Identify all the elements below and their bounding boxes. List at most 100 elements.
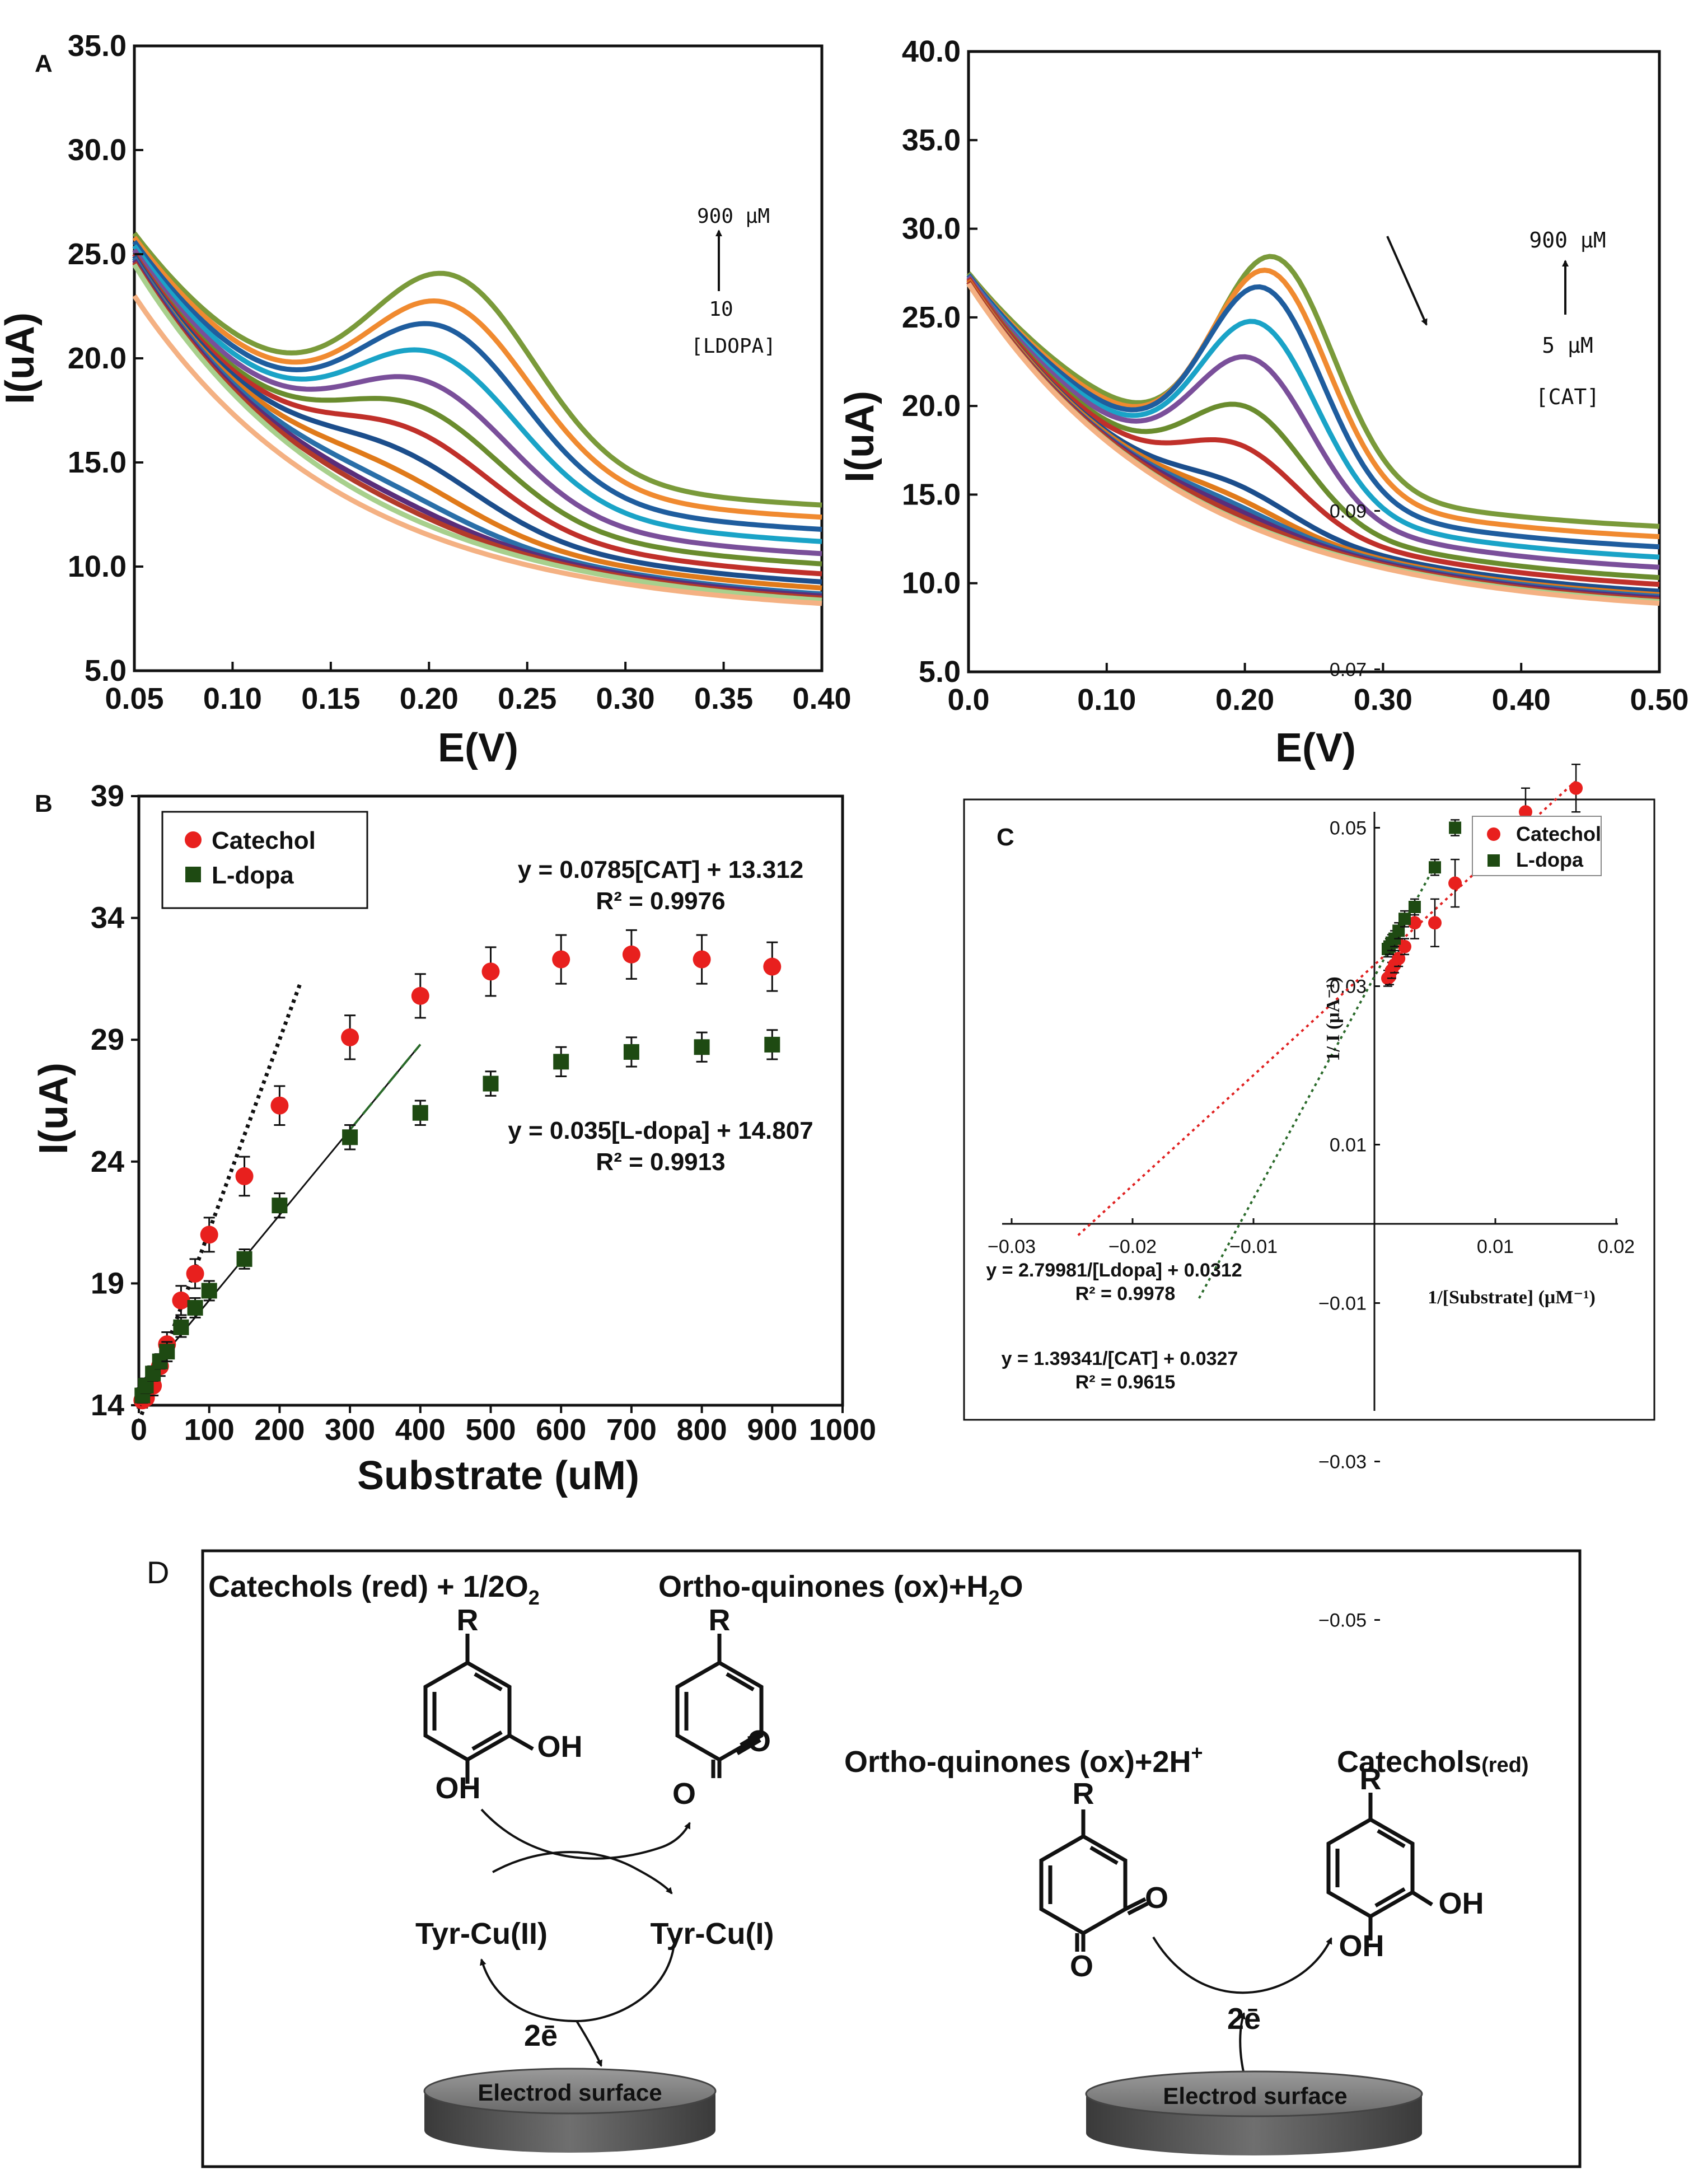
legend-marker-ldopa: [185, 867, 201, 882]
point-catechol: [552, 950, 570, 969]
y-tick-label: 5.0: [85, 654, 127, 688]
label-2e-right: 2ē: [1227, 2002, 1261, 2036]
voltammogram-curve-2-4: [966, 275, 1660, 560]
voltammogram-curve-1-5: [132, 248, 822, 556]
x-tick-label: 0.40: [792, 682, 851, 715]
point-ldopa: [412, 1105, 428, 1121]
voltammogram-curve-1-13: [132, 263, 822, 603]
point-catechol: [172, 1291, 190, 1310]
ticks-c: −0.03 −0.02 −0.01 0.01 0.02 0.09 0.07 0.05 0.03 0…: [988, 501, 1635, 1631]
concentration-arrow-cat: 900 μM 5 μM [CAT]: [1529, 228, 1606, 409]
x-tick-label: 0.15: [301, 682, 360, 715]
chart-a-catechol-voltammogram: 5.010.015.020.025.030.035.040.0 0.0 0.10 0…: [838, 35, 1689, 770]
r2-cat-c: R² = 0.9615: [1075, 1372, 1176, 1393]
point-catechol-c: [1398, 939, 1411, 953]
point-ldopa: [173, 1319, 189, 1335]
voltammogram-curve-1-1: [132, 231, 822, 508]
legend-marker-catechol-c: [1487, 827, 1500, 841]
x-axis-label-a-left: E(V): [438, 726, 518, 770]
y-tick-label: 0.03: [1330, 976, 1367, 998]
x-tick-label: 0.30: [596, 682, 655, 715]
y-axis-label-a-left: I(uA): [0, 312, 43, 404]
y-tick-label: 25.0: [68, 237, 127, 271]
y-tick-label: 5.0: [919, 655, 961, 689]
point-ldopa: [694, 1039, 710, 1055]
y-tick-label: 15.0: [68, 446, 127, 479]
x-tick-label: 0.0: [947, 683, 989, 717]
point-catechol-c: [1448, 876, 1462, 890]
y-tick-label: 0.01: [1330, 1135, 1367, 1156]
axes-c: [1002, 812, 1618, 1411]
x-tick-label: 400: [395, 1413, 446, 1447]
y-axis-label-c: 1/ I (μA⁻¹): [1323, 976, 1344, 1061]
label-oh-2-right: OH: [1339, 1929, 1384, 1963]
x-ticks-a-left: 0.05 0.10 0.15 0.20 0.25 0.30 0.35 0.40: [105, 662, 852, 715]
label-tyr-cu2: Tyr-Cu(II): [415, 1917, 548, 1951]
annotation-bottom-cat: 5 μM: [1542, 333, 1593, 358]
title-catechols-right: Catechols(red): [1337, 1745, 1529, 1779]
legend-marker-ldopa-c: [1487, 854, 1500, 867]
r2-ldopa-c: R² = 0.9978: [1075, 1283, 1176, 1304]
point-catechol-c: [1407, 916, 1421, 930]
legend-box-b: [161, 811, 368, 909]
x-tick-label: 1000: [809, 1413, 876, 1447]
shift-arrow-icon: [1386, 236, 1428, 326]
data-points-b: [133, 929, 782, 1410]
voltammogram-curve-2-1: [966, 254, 1660, 529]
y-tick-label: 15.0: [902, 478, 961, 511]
x-tick-label: 0.20: [1215, 683, 1274, 717]
voltammogram-curve-1-2: [132, 236, 822, 520]
reaction-arrows-left: [479, 1808, 691, 2067]
legend-c: Catechol L-dopa: [1472, 816, 1602, 876]
legend-b: Catechol L-dopa: [161, 811, 368, 909]
quinone-molecule-left: [675, 1634, 764, 1778]
equation-cat: y = 0.0785[CAT] + 13.312: [518, 856, 803, 883]
label-tyr-cu1: Tyr-Cu(I): [651, 1917, 774, 1951]
electrode-right: [1085, 2070, 1423, 2155]
panel-label-b: B: [35, 790, 53, 817]
label-2e-left: 2ē: [524, 2019, 558, 2052]
voltammogram-curve-1-3: [132, 240, 822, 532]
label-o-1-quinone-left: O: [747, 1724, 771, 1758]
scheme-frame: [201, 1549, 1582, 2168]
y-tick-label: 14: [91, 1388, 124, 1422]
legend-label-catechol-c: Catechol: [1516, 822, 1601, 845]
y-tick-label: 35.0: [68, 29, 127, 63]
voltammogram-curve-2-3: [966, 273, 1660, 550]
quinone-molecule-right: [1039, 1809, 1149, 1952]
annotation-bottom-ldopa: 10: [709, 298, 733, 321]
point-catechol: [341, 1028, 359, 1046]
point-catechol: [763, 957, 782, 976]
legend-label-catechol: Catechol: [212, 827, 316, 854]
catechol-molecule-right: [1326, 1793, 1433, 1940]
point-ldopa: [342, 1129, 358, 1145]
electrode-label-right: Electrod surface: [1163, 2083, 1347, 2109]
point-ldopa-c: [1398, 913, 1411, 925]
y-tick-label: 19: [91, 1266, 124, 1300]
voltammogram-curve-1-7: [132, 252, 822, 577]
label-r-left: R: [457, 1603, 479, 1637]
electrode-label-left: Electrod surface: [478, 2079, 662, 2106]
y-tick-label: 29: [91, 1023, 124, 1056]
title-orthoquinones-2h: Ortho-quinones (ox)+2H+: [844, 1741, 1203, 1779]
x-tick-label: 0.30: [1354, 683, 1412, 717]
point-ldopa-c: [1429, 861, 1441, 874]
x-tick-label: 300: [325, 1413, 375, 1447]
title-orthoquinones-h2o: Ortho-quinones (ox)+H2O: [658, 1570, 1023, 1609]
y-tick-label: −0.01: [1318, 1293, 1367, 1315]
panel-label-a: A: [35, 50, 53, 77]
y-tick-label: 24: [91, 1145, 124, 1178]
voltammogram-curve-2-7: [966, 277, 1660, 587]
x-axis-label-a-right: E(V): [1275, 726, 1356, 770]
y-tick-label: 40.0: [902, 35, 961, 68]
point-ldopa: [159, 1344, 175, 1360]
y-ticks-a-left: 5.0 10.0 15.0 20.0 25.0 30.0 35.0: [68, 29, 143, 688]
point-ldopa: [272, 1198, 288, 1214]
electrode-left: [423, 2068, 717, 2153]
panel-label-c: C: [997, 824, 1014, 851]
point-ldopa-c: [1408, 901, 1421, 913]
y-tick-label: −0.03: [1318, 1452, 1367, 1473]
y-tick-label: 34: [91, 901, 124, 935]
point-catechol: [235, 1167, 254, 1185]
chart-c-lineweaver-burk: C −0.03 −0.02 −0.01 0.01 0.02 0.09 0.07 0.05 0.0…: [963, 501, 1655, 1631]
